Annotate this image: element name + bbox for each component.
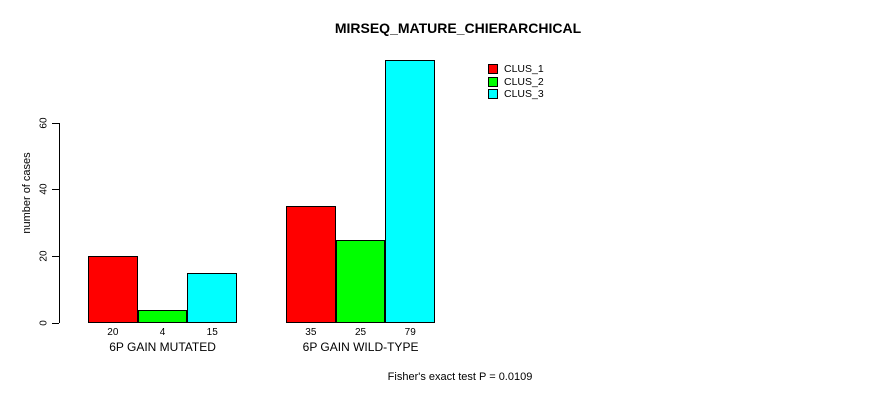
legend-swatch-clus_1: [488, 64, 498, 75]
y-tick-label-60: 60: [38, 117, 50, 129]
y-tick-label-0: 0: [38, 319, 50, 326]
legend-label-clus_2: CLUS_2: [504, 75, 544, 88]
y-tick-60: [52, 122, 59, 124]
bar-value-clus_2-group2: 25: [354, 327, 367, 338]
y-axis-title: number of cases: [21, 152, 33, 234]
y-tick-20: [52, 255, 59, 257]
bar-value-clus_1-group2: 35: [305, 327, 317, 338]
bar-clus_3-group1: [187, 273, 238, 323]
legend-label-clus_1: CLUS_1: [504, 63, 544, 76]
bar-value-clus_2-group1: 4: [159, 327, 166, 338]
legend-swatch-clus_2: [488, 76, 498, 87]
bar-clus_2-group2: [335, 239, 386, 323]
category-label-group1: 6P GAIN MUTATED: [109, 340, 216, 354]
legend-row-clus_1: CLUS_1: [488, 63, 544, 76]
y-tick-0: [52, 322, 59, 324]
legend-row-clus_3: CLUS_3: [488, 88, 544, 101]
y-tick-label-20: 20: [38, 250, 50, 262]
chart-title: MIRSEQ_MATURE_CHIERARCHICAL: [334, 20, 582, 36]
bar-clus_1-group1: [88, 256, 138, 323]
category-label-group2: 6P GAIN WILD-TYPE: [302, 340, 419, 354]
legend-label-clus_3: CLUS_3: [504, 88, 544, 101]
fisher-test-annotation: Fisher's exact test P = 0.0109: [387, 371, 533, 383]
bar-value-clus_3-group1: 15: [206, 327, 218, 338]
legend-row-clus_2: CLUS_2: [488, 76, 544, 89]
bar-clus_2-group1: [137, 309, 188, 323]
y-axis-line: [59, 122, 60, 324]
y-tick-label-40: 40: [38, 183, 50, 195]
bar-clus_1-group2: [286, 206, 336, 323]
bar-value-clus_1-group1: 20: [107, 327, 119, 338]
bar-clus_3-group2: [385, 59, 436, 323]
legend: CLUS_1 CLUS_2 CLUS_3: [488, 63, 544, 101]
y-tick-40: [52, 189, 59, 191]
bar-value-clus_3-group2: 79: [404, 327, 416, 338]
legend-swatch-clus_3: [488, 89, 498, 100]
